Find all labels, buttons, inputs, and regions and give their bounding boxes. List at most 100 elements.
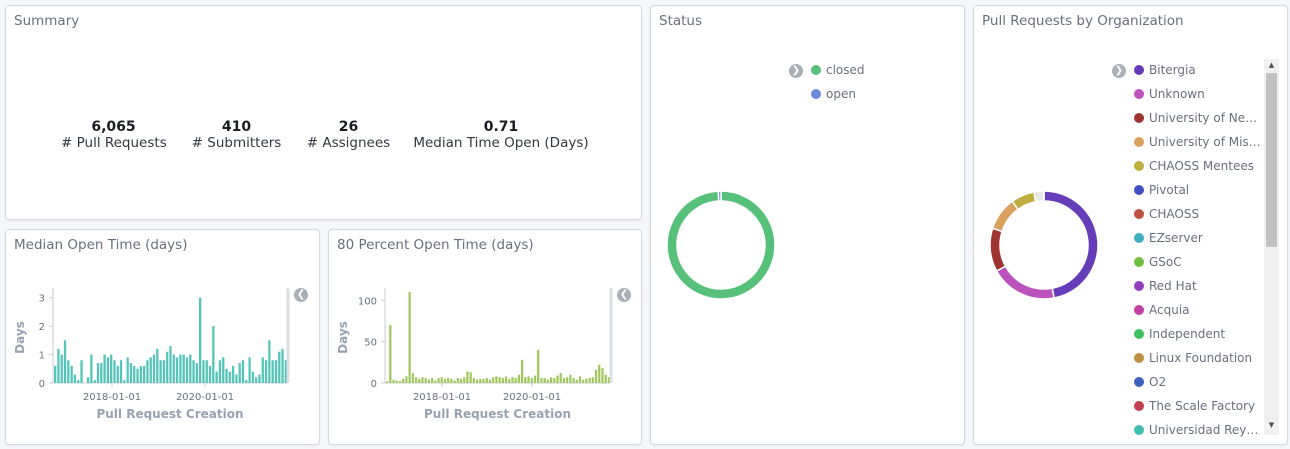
bar[interactable]	[392, 379, 395, 383]
bar[interactable]	[241, 360, 245, 383]
bar[interactable]	[251, 371, 255, 383]
bar[interactable]	[408, 292, 411, 383]
bar[interactable]	[578, 376, 582, 383]
bar[interactable]	[594, 369, 598, 383]
bar[interactable]	[202, 360, 205, 383]
bar[interactable]	[199, 297, 202, 383]
bar[interactable]	[607, 377, 610, 383]
bar[interactable]	[248, 357, 251, 383]
bar[interactable]	[482, 378, 485, 383]
bar[interactable]	[434, 380, 437, 383]
bar[interactable]	[106, 357, 110, 383]
bar[interactable]	[205, 360, 208, 383]
bar[interactable]	[437, 378, 440, 383]
bar[interactable]	[182, 354, 185, 383]
legend-item[interactable]: CHAOSS Mentees	[1134, 159, 1254, 173]
bar[interactable]	[195, 363, 199, 383]
legend-item[interactable]: Bitergia	[1134, 63, 1196, 77]
bar[interactable]	[80, 360, 83, 383]
bar[interactable]	[175, 357, 179, 383]
bar[interactable]	[469, 372, 472, 383]
bar[interactable]	[463, 377, 466, 383]
legend-item[interactable]: Unknown	[1134, 87, 1205, 101]
bar[interactable]	[258, 374, 261, 383]
bar[interactable]	[591, 377, 594, 383]
bar[interactable]	[93, 380, 96, 383]
bar[interactable]	[517, 374, 520, 383]
bar[interactable]	[113, 360, 116, 383]
bar[interactable]	[398, 381, 402, 383]
bar[interactable]	[466, 371, 469, 383]
legend-item[interactable]: Universidad Rey Ju...	[1134, 423, 1261, 437]
bar[interactable]	[129, 363, 133, 383]
legend-item[interactable]: GSoC	[1134, 255, 1182, 269]
scroll-up-icon[interactable]: ▲	[1268, 61, 1275, 69]
bar[interactable]	[386, 381, 389, 383]
bar[interactable]	[556, 375, 559, 383]
bar[interactable]	[414, 377, 418, 383]
legend-item[interactable]: Pivotal	[1134, 183, 1189, 197]
bar[interactable]	[427, 379, 430, 383]
bar[interactable]	[228, 371, 231, 383]
bar[interactable]	[146, 360, 149, 383]
bar[interactable]	[598, 364, 601, 383]
bar[interactable]	[588, 378, 591, 383]
bar[interactable]	[116, 365, 119, 383]
chevron-right-icon[interactable]: ❯	[1112, 64, 1126, 78]
bar[interactable]	[231, 365, 235, 383]
bar[interactable]	[225, 368, 228, 383]
legend-item[interactable]: Red Hat	[1134, 279, 1197, 293]
legend-item[interactable]: EZserver	[1134, 231, 1203, 245]
bar[interactable]	[453, 380, 456, 383]
legend-item[interactable]: O2	[1134, 375, 1166, 389]
legend-item[interactable]: Independent	[1134, 327, 1225, 341]
legend-item[interactable]: CHAOSS	[1134, 207, 1199, 221]
bar[interactable]	[492, 377, 495, 383]
bar[interactable]	[533, 375, 537, 383]
bar[interactable]	[218, 360, 222, 383]
bar[interactable]	[261, 357, 264, 383]
bar[interactable]	[133, 365, 136, 383]
donut-slice[interactable]	[666, 190, 776, 300]
bar[interactable]	[431, 378, 434, 383]
bar[interactable]	[562, 378, 565, 383]
bar[interactable]	[245, 380, 248, 383]
bar[interactable]	[169, 346, 172, 383]
bar[interactable]	[156, 348, 159, 383]
bar[interactable]	[521, 359, 524, 383]
bar[interactable]	[537, 349, 540, 383]
bar[interactable]	[508, 378, 511, 383]
bar[interactable]	[268, 340, 271, 383]
bar[interactable]	[543, 378, 546, 383]
bar[interactable]	[86, 377, 90, 383]
bar[interactable]	[100, 363, 103, 383]
bar[interactable]	[447, 378, 450, 383]
bar[interactable]	[90, 354, 93, 383]
bar[interactable]	[440, 377, 443, 383]
legend-scrollbar[interactable]: ▲ ▼	[1264, 59, 1279, 435]
bar[interactable]	[126, 357, 129, 383]
chevron-left-icon[interactable]: ❮	[617, 288, 631, 302]
bar[interactable]	[274, 360, 278, 383]
bar[interactable]	[395, 380, 398, 383]
bar[interactable]	[238, 363, 241, 383]
bar[interactable]	[166, 351, 169, 383]
bar[interactable]	[192, 360, 195, 383]
bar[interactable]	[601, 368, 604, 383]
bar[interactable]	[485, 378, 488, 383]
legend-item[interactable]: University of Nebr...	[1134, 111, 1261, 125]
bar[interactable]	[527, 376, 530, 383]
bar[interactable]	[546, 379, 549, 383]
bar[interactable]	[212, 326, 215, 383]
bar[interactable]	[566, 377, 569, 383]
bar[interactable]	[152, 354, 156, 383]
bar[interactable]	[215, 371, 218, 383]
bar[interactable]	[77, 380, 80, 383]
legend-item-open[interactable]: open	[811, 87, 856, 101]
bar[interactable]	[271, 360, 274, 383]
bar[interactable]	[553, 378, 556, 383]
bar[interactable]	[421, 377, 424, 383]
bar[interactable]	[67, 360, 70, 383]
bar[interactable]	[63, 340, 67, 383]
bar[interactable]	[569, 374, 572, 383]
